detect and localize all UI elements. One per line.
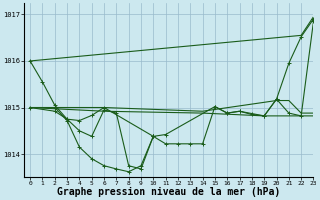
X-axis label: Graphe pression niveau de la mer (hPa): Graphe pression niveau de la mer (hPa) [57, 187, 280, 197]
